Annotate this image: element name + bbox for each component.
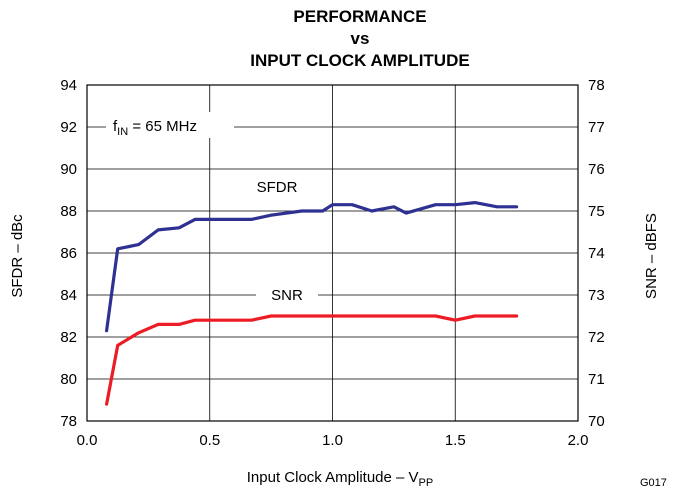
sfdr-label-bg [244,174,310,198]
y-right-tick-label: 77 [588,119,605,136]
y-left-tick-label: 94 [60,77,77,94]
series-layer [104,201,519,406]
figure-code: G017 [640,477,667,489]
y-left-tick-label: 90 [60,161,77,178]
y-right-tick-label: 71 [588,371,605,388]
y-left-tick-label: 92 [60,119,77,136]
sfdr-series-label: SFDR [257,179,298,196]
x-tick-label: 1.5 [445,432,466,449]
y-right-tick-label: 73 [588,287,605,304]
fin-annotation-bg [106,112,234,138]
chart-title-line-2: vs [351,29,370,48]
x-tick-label: 2.0 [568,432,589,449]
x-axis-label: Input Clock Amplitude – VPP [247,469,433,489]
y-right-tick-label: 72 [588,329,605,346]
snr-label-bg [256,284,318,306]
y-right-tick-label: 76 [588,161,605,178]
snr-series-line [104,314,519,406]
y-axis-left-label: SFDR – dBc [9,214,26,298]
y-right-tick-label: 78 [588,77,605,94]
y-left-tick-label: 80 [60,371,77,388]
y-left-tick-label: 82 [60,329,77,346]
y-left-tick-label: 84 [60,287,77,304]
sfdr-series-line [104,201,519,333]
y-right-tick-label: 74 [588,245,605,262]
y-right-tick-label: 70 [588,413,605,430]
y-left-tick-label: 86 [60,245,77,262]
x-tick-label: 1.0 [322,432,343,449]
fin-annotation: fIN = 65 MHz [113,118,197,138]
plot-frame [86,84,579,422]
x-tick-label: 0.5 [199,432,220,449]
snr-series-label: SNR [271,287,303,304]
y-left-tick-label: 88 [60,203,77,220]
y-left-tick-label: 78 [60,413,77,430]
y-right-tick-label: 75 [588,203,605,220]
chart-title-line-3: INPUT CLOCK AMPLITUDE [250,51,469,70]
x-tick-label: 0.0 [77,432,98,449]
y-axis-right-label: SNR – dBFS [643,213,660,299]
chart-title-line-1: PERFORMANCE [293,7,426,26]
